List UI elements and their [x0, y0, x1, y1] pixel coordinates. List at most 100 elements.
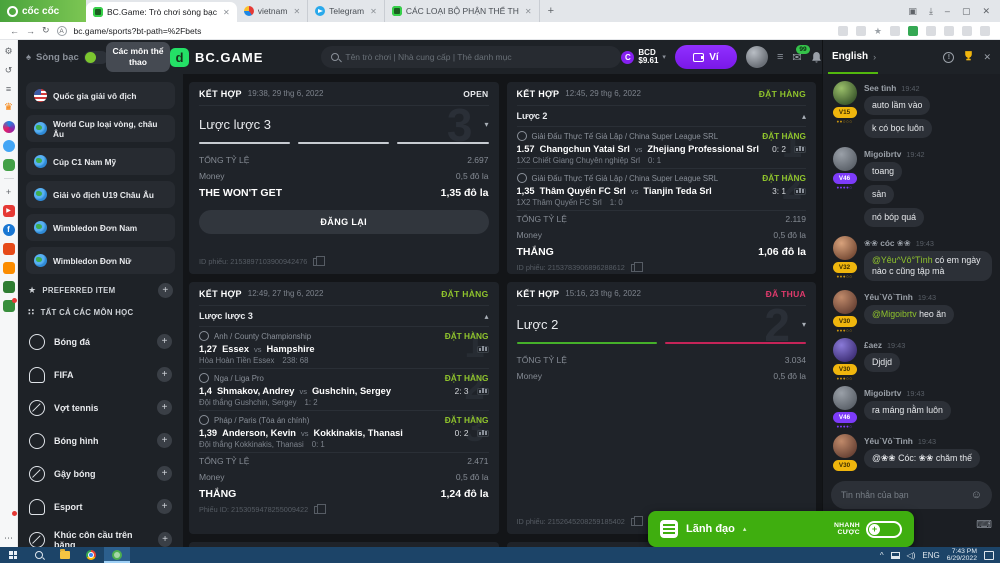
bet-title-row[interactable]: Lược 2 2 ▾: [517, 302, 807, 348]
restore-session-icon[interactable]: ⤓: [928, 5, 933, 16]
facebook-icon[interactable]: f: [2, 224, 15, 236]
back-icon[interactable]: ←: [10, 25, 19, 36]
sidebar-item-league[interactable]: Cúp C1 Nam Mỹ: [26, 148, 175, 175]
reload-icon[interactable]: ↻: [42, 25, 50, 35]
adblock-icon[interactable]: [890, 25, 900, 36]
bet-subtitle-row[interactable]: Lược 2 ▴: [516, 106, 806, 127]
messenger-icon[interactable]: [2, 121, 15, 133]
chat-username[interactable]: £aez: [864, 340, 882, 350]
chat-close-icon[interactable]: ✕: [983, 51, 991, 62]
chat-username[interactable]: See tình: [864, 83, 897, 93]
sidebar-item-league[interactable]: Wimbledon Đơn Nam: [26, 214, 175, 241]
sidebar-item-esport[interactable]: Esport +: [26, 492, 175, 521]
study-app-icon[interactable]: [2, 298, 17, 312]
expand-plus-icon[interactable]: +: [157, 499, 172, 514]
chat-username[interactable]: ❀❀ cóc ❀❀: [864, 238, 911, 248]
casino-sports-switch[interactable]: ♠ Sòng bạc: [26, 50, 144, 64]
avatar[interactable]: [832, 434, 857, 458]
tab-vietnam[interactable]: vietnam ✕: [237, 0, 309, 22]
stats-icon[interactable]: [794, 145, 806, 153]
chevron-right-icon[interactable]: ›: [873, 52, 877, 62]
youtube-icon[interactable]: ▶: [2, 205, 15, 217]
currency-selector[interactable]: C BCD $9.61 ▾: [621, 49, 666, 65]
new-tab-button[interactable]: +: [547, 5, 555, 17]
chrome-icon[interactable]: [78, 547, 104, 563]
file-explorer-icon[interactable]: [52, 547, 78, 563]
avatar[interactable]: [832, 290, 857, 314]
keyboard-language[interactable]: ENG: [922, 550, 940, 560]
avatar[interactable]: [832, 236, 857, 260]
sidebar-item-baseball[interactable]: Gậy bóng +: [26, 459, 175, 488]
weather-app-icon[interactable]: [2, 140, 15, 152]
inbox-icon[interactable]: ✉ 99: [792, 44, 810, 64]
tab-close-icon[interactable]: ✕: [222, 7, 230, 17]
account-menu-icon[interactable]: ≡: [776, 51, 784, 63]
coccoc-taskbar-icon[interactable]: [104, 547, 130, 563]
chat-rules-info-icon[interactable]: !: [943, 51, 955, 63]
network-icon[interactable]: [890, 551, 900, 559]
add-preferred-button[interactable]: +: [158, 283, 173, 298]
all-sports-section[interactable]: ∷ TẤT CẢ CÁC MÔN HỌC: [28, 307, 134, 317]
bet-title-row[interactable]: Lược lược 3 3 ▾: [199, 102, 489, 148]
profile-icon[interactable]: [962, 25, 972, 36]
sidebar-item-league[interactable]: Giải vô địch U19 Châu Âu: [26, 181, 175, 208]
url-text[interactable]: bc.game/sports?bt-path=%2Fbets: [73, 25, 202, 36]
chat-input-pill[interactable]: ☺: [831, 481, 992, 509]
taskbar-clock[interactable]: 7:43 PM 6/29/2022: [946, 548, 977, 562]
leaderboard-label[interactable]: Lãnh đạo: [686, 523, 735, 535]
save-page-icon[interactable]: [837, 25, 848, 36]
bell-icon[interactable]: [811, 51, 822, 63]
expand-plus-icon[interactable]: +: [157, 367, 172, 382]
wallet-button[interactable]: Ví: [674, 45, 737, 69]
stats-icon[interactable]: [794, 187, 806, 195]
tab-telegram[interactable]: Telegram ✕: [308, 0, 385, 22]
chat-username[interactable]: Yêu`Vô`Tình: [864, 436, 913, 446]
close-window-button[interactable]: ✕: [982, 5, 990, 16]
download-extension-icon[interactable]: [908, 25, 918, 36]
chevron-down-icon[interactable]: ▾: [484, 119, 489, 129]
tab-sports-parts[interactable]: CÁC LOẠI BỘ PHẬN THỂ TH ✕: [385, 0, 540, 22]
expand-plus-icon[interactable]: +: [157, 400, 172, 415]
hot-deal-icon[interactable]: [2, 243, 15, 255]
maximize-button[interactable]: ▢: [961, 5, 971, 16]
site-security-icon[interactable]: A: [56, 25, 67, 36]
avatar[interactable]: [832, 338, 857, 362]
sidebar-item-fifa[interactable]: FIFA +: [26, 360, 175, 389]
rebet-button[interactable]: ĐĂNG LẠI: [199, 210, 489, 234]
tab-close-icon[interactable]: ✕: [524, 6, 532, 16]
user-avatar[interactable]: [745, 46, 768, 68]
copy-icon[interactable]: [630, 515, 643, 526]
mention[interactable]: @Migoibrtv: [872, 309, 917, 319]
downloads-tray-icon[interactable]: [980, 25, 990, 36]
sidebar-item-league[interactable]: World Cup loại vòng, châu Âu: [26, 115, 175, 142]
chat-message-list[interactable]: V15 ●●○○○ See tình 19:42 auto lầm vào k c…: [823, 74, 1000, 473]
bcgame-logo[interactable]: b BC.GAME: [170, 47, 263, 67]
betslip-quickbar[interactable]: Lãnh đạo ▴ NHANH CƯỢC +: [648, 511, 914, 547]
copy-icon[interactable]: [313, 255, 326, 266]
forward-icon[interactable]: →: [26, 25, 35, 36]
chat-username[interactable]: Migoibrtv: [864, 388, 902, 398]
puzzle-extensions-icon[interactable]: [944, 25, 954, 36]
sidebar-item-ice-hockey[interactable]: Khúc côn cầu trên băng +: [26, 525, 175, 547]
stats-icon[interactable]: [476, 429, 489, 437]
stats-icon[interactable]: [476, 345, 489, 353]
expand-plus-icon[interactable]: +: [157, 433, 172, 448]
quick-bet-toggle[interactable]: +: [866, 520, 902, 538]
expand-plus-icon[interactable]: +: [158, 532, 172, 547]
notifications-bell-icon[interactable]: [3, 511, 17, 525]
chat-username[interactable]: Yêu`Vô`Tình: [864, 292, 913, 302]
chat-language-tab[interactable]: English: [827, 50, 879, 74]
trophy-icon[interactable]: [963, 48, 974, 66]
chevron-up-icon[interactable]: ▴: [484, 311, 489, 321]
tab-bcgame[interactable]: BC.Game: Trò chơi sòng bạc ✕: [86, 2, 237, 22]
chevron-up-icon[interactable]: ▴: [801, 111, 806, 121]
chat-username[interactable]: Migoibrtv: [864, 149, 902, 159]
action-center-icon[interactable]: [984, 550, 994, 560]
expand-plus-icon[interactable]: +: [157, 334, 172, 349]
chat-message-input[interactable]: [841, 490, 965, 500]
spreadsheet-icon[interactable]: [2, 281, 15, 293]
sidebar-item-tennis[interactable]: Vợt tennis +: [26, 393, 175, 422]
rewards-crown-icon[interactable]: ♛: [4, 102, 13, 113]
search-input[interactable]: [345, 52, 612, 62]
volume-icon[interactable]: ◁): [906, 550, 916, 560]
